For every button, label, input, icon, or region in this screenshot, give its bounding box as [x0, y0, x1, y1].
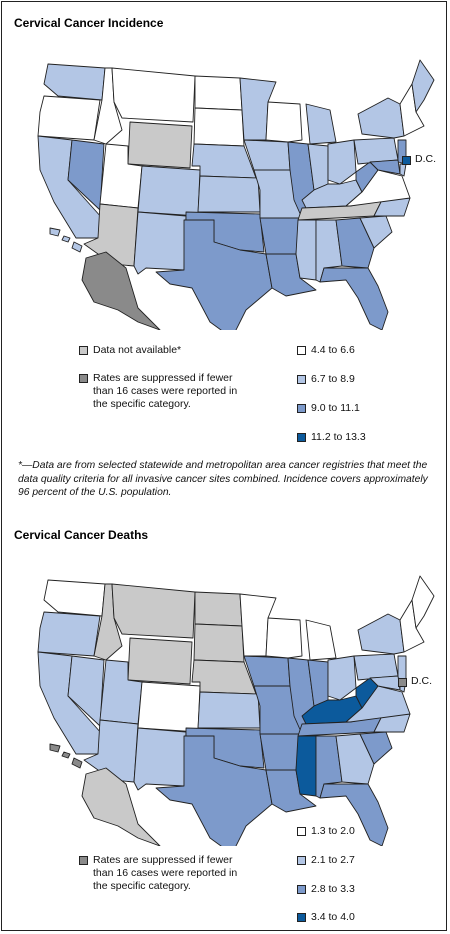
state-ms [295, 219, 317, 281]
state-wy [127, 121, 193, 169]
legend-swatch-3 [297, 404, 306, 413]
legend-label-2: 6.7 to 8.9 [311, 373, 355, 385]
legend-label-d3: 2.8 to 3.3 [311, 883, 355, 895]
state-sc [359, 731, 393, 765]
state-ne-states [399, 83, 425, 137]
legend-swatch-d1 [297, 827, 306, 836]
state-wi [265, 617, 303, 659]
deaths-title: Cervical Cancer Deaths [14, 528, 149, 542]
state-wv [355, 161, 379, 193]
legend-swatch-d3 [297, 885, 306, 894]
state-ms [295, 735, 317, 797]
state-ne [191, 143, 257, 179]
legend-label-1: 4.4 to 6.6 [311, 344, 355, 356]
state-nm [133, 211, 187, 275]
state-me [411, 59, 435, 113]
state-ak [81, 251, 161, 330]
legend-swatch-suppressed [79, 374, 88, 383]
legend-label-4: 11.2 to 13.3 [311, 431, 366, 443]
dc-swatch-deaths [398, 678, 407, 687]
state-fl [319, 783, 389, 846]
legend-label-d1: 1.3 to 2.0 [311, 825, 355, 837]
state-or [37, 611, 101, 657]
state-hi [49, 227, 83, 253]
state-tx [155, 219, 273, 330]
state-oh [327, 139, 357, 185]
deaths-map [37, 575, 435, 846]
state-nj [397, 655, 407, 681]
state-mt [111, 583, 196, 639]
dc-swatch [402, 156, 411, 165]
legend-label-d4: 3.4 to 4.0 [311, 911, 355, 923]
incidence-map [37, 59, 435, 330]
state-ks [197, 691, 261, 729]
legend-swatch-d4 [297, 913, 306, 922]
state-oh [327, 655, 357, 701]
state-wi [265, 101, 303, 143]
state-mt [111, 67, 196, 123]
state-de [399, 163, 407, 177]
state-wa [43, 579, 106, 617]
dc-label-deaths: D.C. [411, 675, 432, 687]
state-ga [335, 733, 375, 785]
state-sc [359, 215, 393, 249]
state-nd [194, 591, 243, 627]
legend-label-3: 9.0 to 11.1 [311, 402, 360, 414]
state-ne-states [399, 599, 425, 653]
state-ar [259, 217, 301, 255]
legend-swatch-na [79, 346, 88, 355]
legend-swatch-2 [297, 375, 306, 384]
state-wv [355, 677, 379, 709]
legend-swatch-4 [297, 433, 306, 442]
state-ar [259, 733, 301, 771]
state-ne [191, 659, 257, 695]
state-mi [305, 619, 337, 661]
state-mi [305, 103, 337, 145]
state-or [37, 95, 101, 141]
state-co [137, 165, 201, 217]
dc-label: D.C. [415, 153, 436, 165]
state-nc [373, 713, 411, 733]
state-co [137, 681, 201, 733]
state-me [411, 575, 435, 629]
state-wy [127, 637, 193, 685]
state-ny [357, 613, 405, 655]
legend-label-suppressed-deaths: Rates are suppressed if fewer than 16 ca… [93, 854, 238, 892]
state-sd [193, 623, 245, 663]
state-hi [49, 743, 83, 769]
state-nd [194, 75, 243, 111]
state-tx [155, 735, 273, 846]
legend-label-na: Data not available* [93, 344, 182, 356]
state-wa [43, 63, 106, 101]
legend-label-d2: 2.1 to 2.7 [311, 854, 355, 866]
legend-swatch-suppressed-deaths [79, 856, 88, 865]
state-nm [133, 727, 187, 791]
legend-label-suppressed: Rates are suppressed if fewer than 16 ca… [93, 372, 238, 410]
state-ak [81, 767, 161, 846]
state-ks [197, 175, 261, 213]
state-ga [335, 217, 375, 269]
state-fl [319, 267, 389, 330]
legend-swatch-1 [297, 346, 306, 355]
state-sd [193, 107, 245, 147]
legend-swatch-d2 [297, 856, 306, 865]
state-nc [373, 197, 411, 217]
state-ny [357, 97, 405, 139]
footnote: *—Data are from selected statewide and m… [18, 460, 428, 498]
incidence-title: Cervical Cancer Incidence [14, 16, 164, 30]
